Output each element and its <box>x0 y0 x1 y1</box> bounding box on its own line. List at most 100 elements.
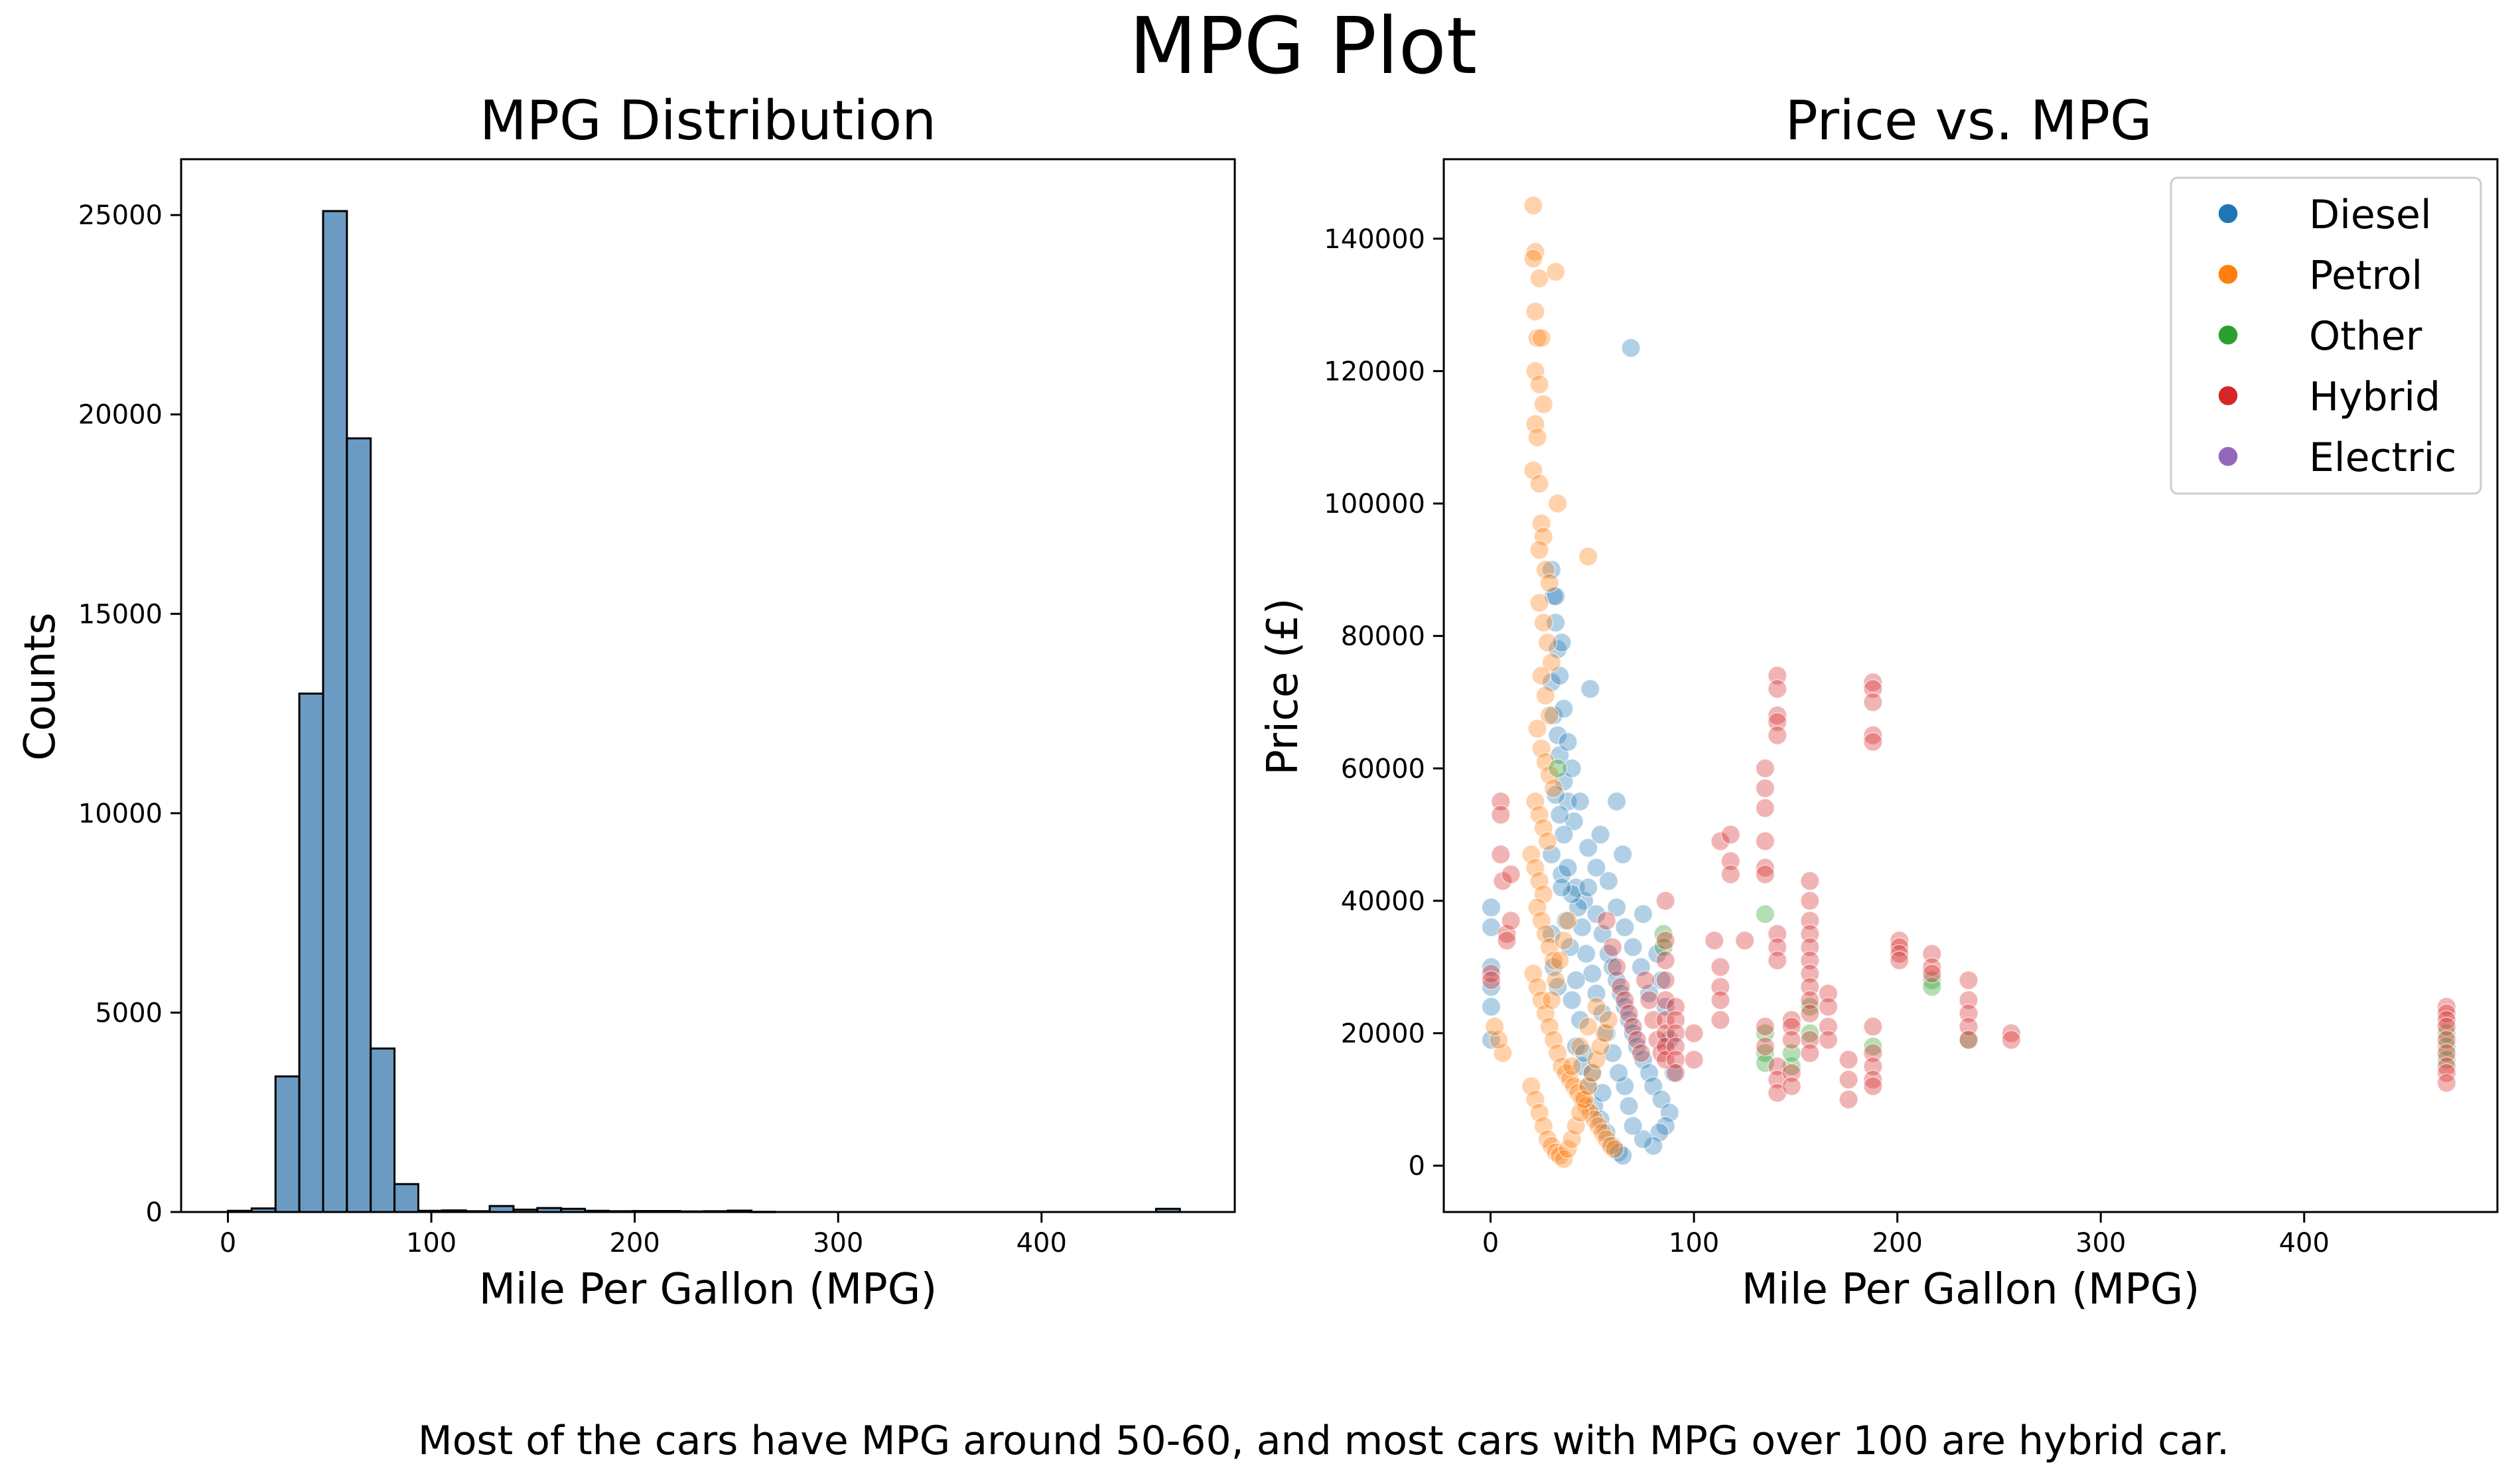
scatter-point-hybrid <box>1610 977 1631 997</box>
scatter-point-hybrid <box>1755 758 1776 779</box>
scatter-point-diesel <box>1606 898 1627 917</box>
scatter-point-hybrid <box>1711 1010 1730 1030</box>
scatter-point-diesel <box>1543 705 1564 726</box>
scatter-point-hybrid <box>1889 943 1910 964</box>
legend-marker-electric <box>2217 446 2239 467</box>
scatter-point-petrol <box>1525 858 1545 878</box>
scatter-point-petrol <box>1539 573 1560 593</box>
scatter-point-petrol <box>1535 1003 1556 1024</box>
scatter-point-petrol <box>1547 1043 1568 1063</box>
scatter-point-hybrid <box>1665 1063 1686 1083</box>
scatter-point-hybrid <box>1619 1003 1639 1024</box>
scatter-point-hybrid <box>1768 1083 1787 1103</box>
scatter-point-petrol <box>1523 963 1543 984</box>
histogram-bar <box>274 1075 301 1213</box>
scatter-x-tick-label: 100 <box>1669 1228 1719 1258</box>
scatter-point-diesel <box>1558 732 1578 752</box>
scatter-point-hybrid <box>1755 778 1776 798</box>
scatter-point-diesel <box>1633 1129 1653 1149</box>
scatter-point-petrol <box>1525 791 1545 811</box>
histogram-y-ticks: 0 5000 10000 15000 20000 25000 <box>78 200 181 1228</box>
scatter-point-hybrid <box>1922 957 1942 977</box>
scatter-point-hybrid <box>1734 931 1755 951</box>
scatter-point-hybrid <box>2436 1010 2457 1030</box>
scatter-point-hybrid <box>1768 705 1787 726</box>
scatter-y-tick-label: 140000 <box>1324 224 1425 255</box>
scatter-point-diesel <box>1552 878 1572 898</box>
legend-frame <box>2170 176 2482 495</box>
scatter-y-tick-label: 80000 <box>1341 622 1425 652</box>
scatter-point-diesel <box>1590 825 1610 844</box>
scatter-point-petrol <box>1484 1016 1505 1037</box>
scatter-point-petrol <box>1570 1036 1590 1057</box>
scatter-x-tick-label: 200 <box>1872 1228 1922 1258</box>
scatter-point-petrol <box>1529 374 1549 395</box>
histogram-bar <box>346 437 372 1213</box>
scatter-point-hybrid <box>1839 1069 1858 1090</box>
scatter-point-diesel <box>1615 1076 1635 1097</box>
histogram-x-tick-label: 0 <box>220 1228 236 1258</box>
scatter-point-diesel <box>1481 898 1501 917</box>
histogram-x-ticks: 0 100 200 300 400 <box>220 1212 1067 1258</box>
scatter-point-diesel <box>1651 970 1671 990</box>
scatter-point-diesel <box>1541 672 1562 693</box>
scatter-point-other <box>1547 758 1568 779</box>
scatter-point-petrol <box>1531 911 1551 931</box>
scatter-point-petrol <box>1521 844 1541 864</box>
legend-label-other: Other <box>2309 313 2422 360</box>
scatter-point-petrol <box>1558 1139 1578 1159</box>
scatter-point-other <box>1800 1023 1820 1044</box>
scatter-point-hybrid <box>1655 891 1675 911</box>
series-diesel <box>1481 338 1684 1166</box>
scatter-point-petrol <box>1562 1129 1582 1149</box>
scatter-point-hybrid <box>1655 1049 1675 1070</box>
scatter-point-hybrid <box>1627 1030 1647 1050</box>
scatter-point-hybrid <box>2001 1023 2022 1044</box>
scatter-point-hybrid <box>1655 990 1675 1010</box>
scatter-y-ticks: 0 20000 40000 60000 80000 100000 120000 140000 <box>1324 224 1444 1181</box>
scatter-point-hybrid <box>1889 950 1910 971</box>
scatter-x-ticks: 0 100 200 300 400 <box>1482 1212 2330 1258</box>
scatter-point-hybrid <box>1800 891 1820 911</box>
scatter-point-other <box>1755 904 1776 924</box>
scatter-point-hybrid <box>1606 957 1627 977</box>
scatter-point-petrol <box>1525 361 1545 381</box>
scatter-point-hybrid <box>1768 725 1787 746</box>
scatter-point-hybrid <box>1655 931 1675 951</box>
scatter-x-tick-label: 300 <box>2075 1228 2126 1258</box>
scatter-point-petrol <box>1562 1056 1582 1077</box>
scatter-point-hybrid <box>1631 1043 1651 1063</box>
scatter-point-hybrid <box>1818 1030 1839 1050</box>
scatter-point-petrol <box>1543 778 1564 798</box>
scatter-point-hybrid <box>1800 1003 1820 1024</box>
scatter-y-tick-label: 100000 <box>1324 489 1425 519</box>
scatter-point-hybrid <box>1602 937 1623 957</box>
scatter-point-petrol <box>1543 1030 1564 1050</box>
scatter-point-diesel <box>1481 996 1501 1017</box>
scatter-point-hybrid <box>1863 672 1883 693</box>
legend-marker-hybrid <box>2217 385 2239 407</box>
scatter-point-diesel <box>1578 838 1598 858</box>
scatter-point-petrol <box>1598 1010 1619 1030</box>
scatter-point-petrol <box>1527 977 1547 997</box>
scatter-point-petrol <box>1535 752 1556 772</box>
scatter-point-petrol <box>1537 632 1558 653</box>
scatter-point-hybrid <box>1959 1030 1979 1050</box>
scatter-point-other <box>1863 1036 1883 1057</box>
scatter-point-petrol <box>1527 328 1547 348</box>
scatter-point-diesel <box>1592 1083 1612 1103</box>
scatter-point-hybrid <box>1755 864 1776 884</box>
histogram-title: MPG Distribution <box>480 90 936 153</box>
scatter-point-petrol <box>1533 1116 1553 1136</box>
scatter-point-petrol <box>1578 1076 1598 1097</box>
scatter-y-tick-label: 0 <box>1409 1151 1425 1181</box>
scatter-point-petrol <box>1529 1103 1549 1123</box>
scatter-point-diesel <box>1554 699 1574 719</box>
histogram-bars <box>227 210 1181 1213</box>
scatter-point-diesel <box>1643 1136 1663 1156</box>
scatter-x-axis-label: Mile Per Gallon (MPG) <box>1742 1265 2200 1314</box>
scatter-point-hybrid <box>1720 825 1741 844</box>
scatter-point-petrol <box>1529 592 1549 613</box>
scatter-point-petrol <box>1535 560 1556 580</box>
scatter-point-hybrid <box>2436 1073 2457 1093</box>
